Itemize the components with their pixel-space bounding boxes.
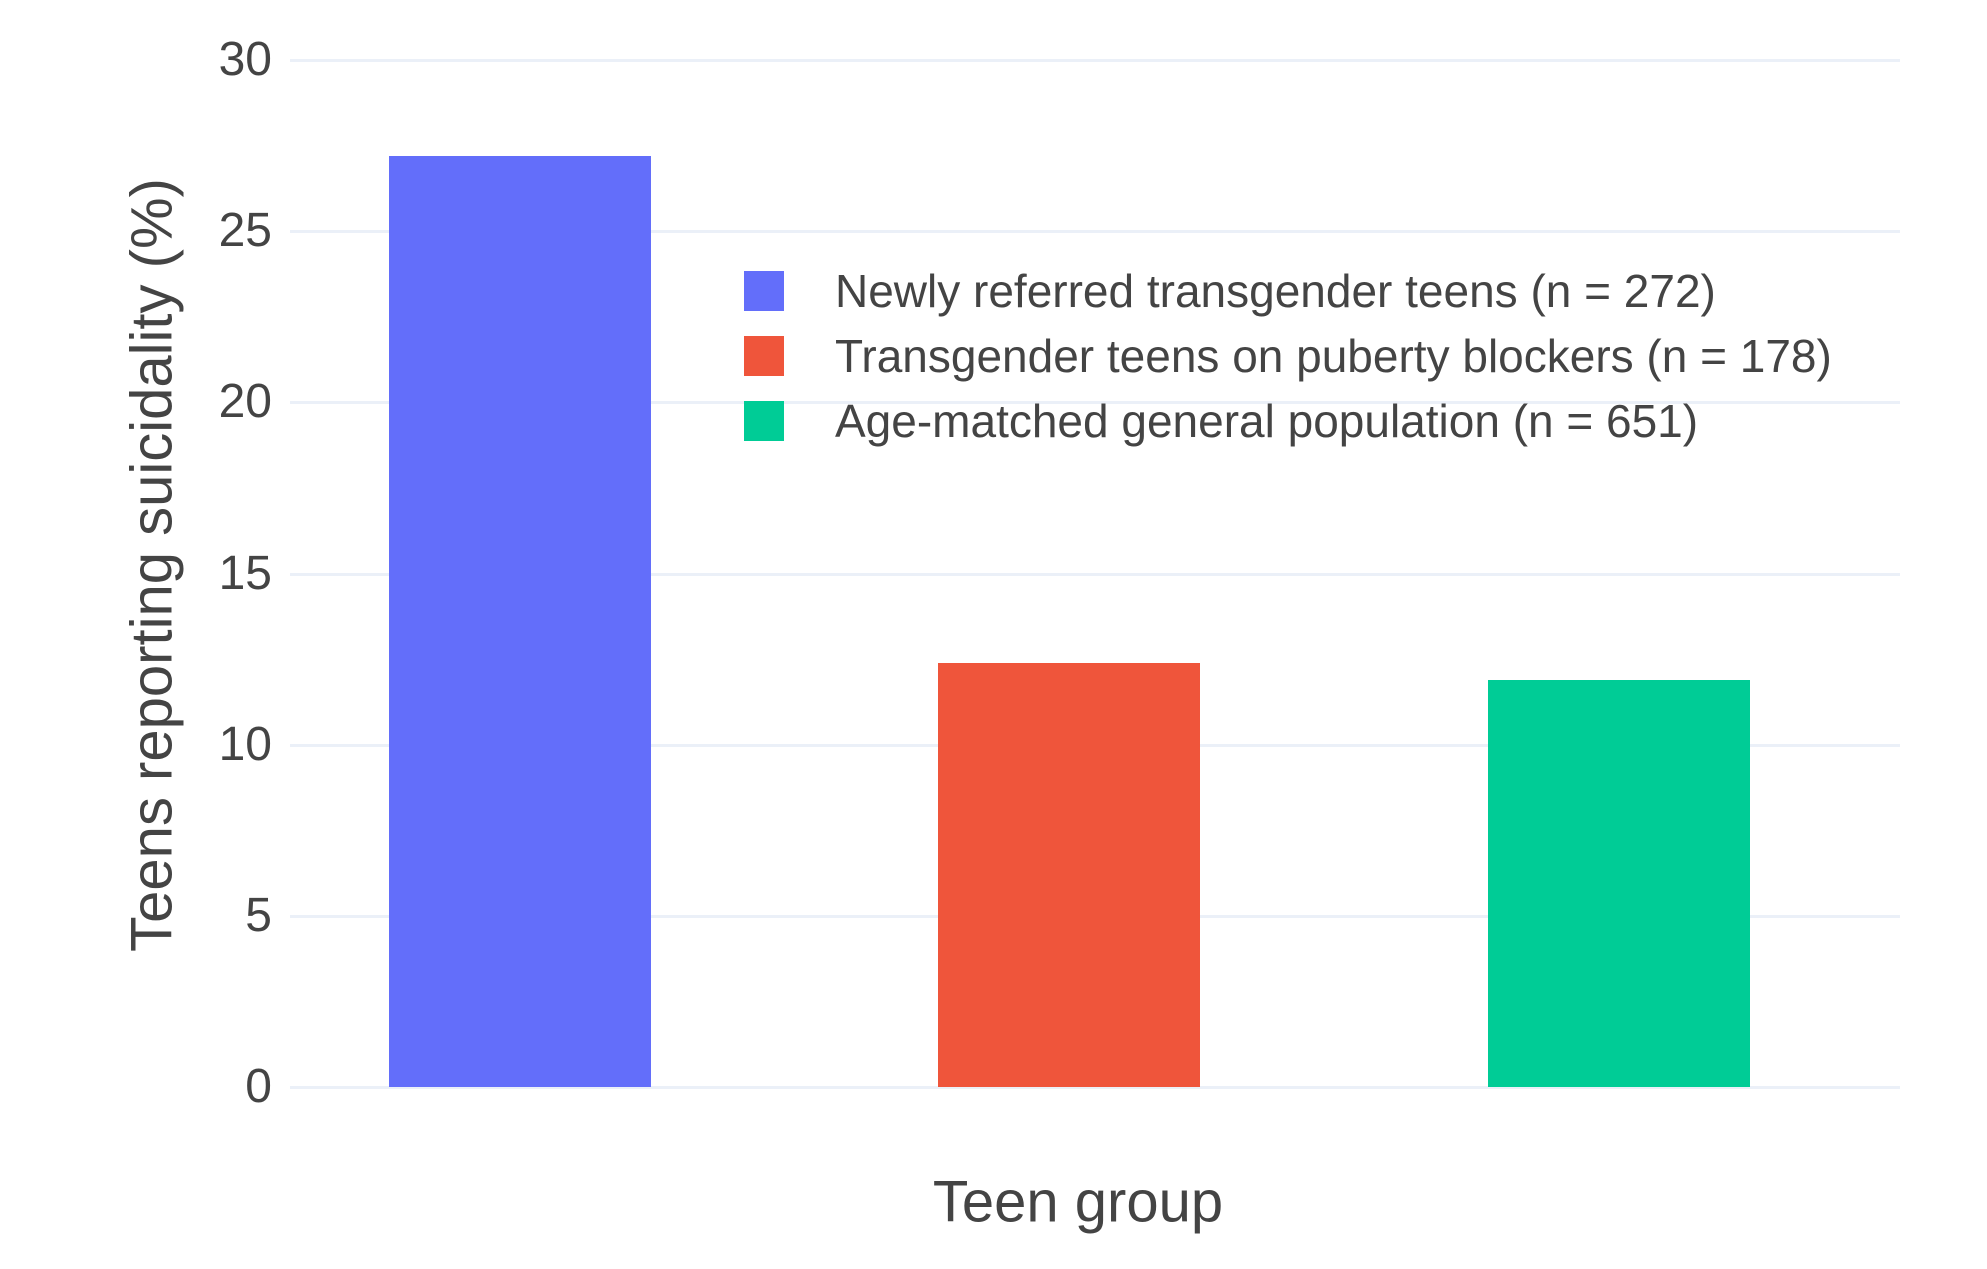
- legend-swatch-icon: [744, 400, 784, 441]
- y-tick-label-20: 20: [218, 375, 272, 429]
- legend-item-label: Newly referred transgender teens (n = 27…: [835, 264, 1716, 317]
- legend-item-1[interactable]: Transgender teens on puberty blockers (n…: [744, 323, 1832, 388]
- legend-item-0[interactable]: Newly referred transgender teens (n = 27…: [744, 258, 1832, 323]
- x-axis-title: Teen group: [932, 1169, 1224, 1235]
- legend-item-label: Transgender teens on puberty blockers (n…: [835, 329, 1832, 382]
- bar-1-transgender-teens-on-puberty-blockers-n-[interactable]: [938, 662, 1200, 1087]
- legend-swatch-icon: [744, 335, 784, 376]
- y-tick-label-5: 5: [245, 888, 272, 942]
- y-tick-label-10: 10: [218, 717, 272, 771]
- legend-swatch-icon: [744, 270, 784, 311]
- y-tick-label-15: 15: [218, 546, 272, 600]
- gridline-y-20: [290, 401, 1900, 405]
- gridline-y-0: [290, 1086, 1900, 1089]
- y-tick-label-25: 25: [218, 204, 272, 258]
- y-tick-label-30: 30: [218, 33, 272, 86]
- y-axis-title: Teens reporting suicidality (%): [119, 178, 185, 952]
- bar-0-newly-referred-transgender-teens-n-272[interactable]: [389, 155, 651, 1087]
- gridline-y-30: [290, 59, 1900, 62]
- y-tick-label-0: 0: [245, 1060, 272, 1113]
- legend-item-label: Age-matched general population (n = 651): [835, 394, 1699, 447]
- legend-item-2[interactable]: Age-matched general population (n = 651): [744, 388, 1832, 453]
- gridline-y-15: [290, 572, 1900, 576]
- legend: Newly referred transgender teens (n = 27…: [744, 258, 1832, 453]
- bar-2-age-matched-general-population-n-651[interactable]: [1488, 679, 1750, 1087]
- gridline-y-25: [290, 230, 1900, 234]
